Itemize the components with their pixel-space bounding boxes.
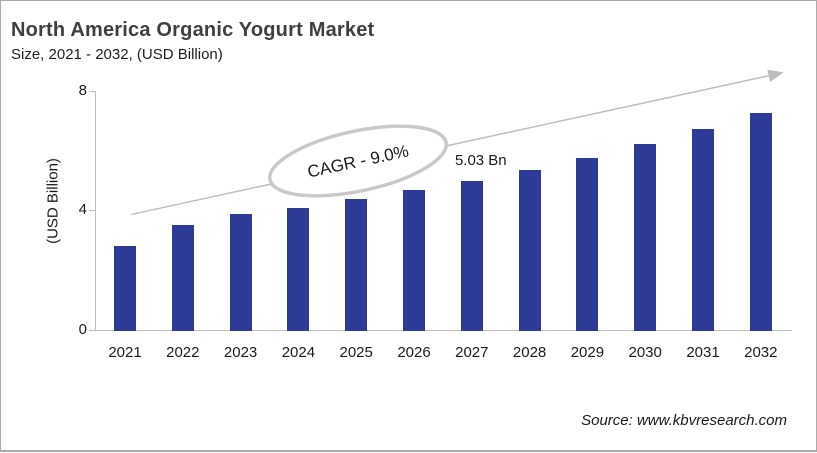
x-tick-label-2028: 2028 (512, 344, 547, 361)
x-tick-label-2029: 2029 (570, 344, 605, 361)
y-tick-mark-0 (89, 330, 95, 331)
y-tick-mark-8 (89, 90, 95, 92)
y-axis-line (95, 91, 96, 331)
bar-2023 (229, 214, 252, 331)
source-text: Source: www.kbvresearch.com (581, 412, 787, 429)
bar-2022 (171, 224, 194, 331)
value-label-2027: 5.03 Bn (454, 152, 507, 169)
x-tick-label-2023: 2023 (223, 344, 258, 361)
x-tick-label-2024: 2024 (281, 344, 316, 361)
bar-2031 (692, 129, 714, 331)
bar-2026 (403, 190, 425, 331)
cagr-label: CAGR - 9.0% (306, 141, 411, 181)
x-tick-label-2021: 2021 (108, 344, 142, 361)
y-tick-label-8: 8 (78, 81, 87, 99)
bar-2029 (576, 157, 599, 331)
x-tick-label-2032: 2032 (744, 344, 778, 361)
page-subtitle: Size, 2021 - 2032, (USD Billion) (11, 46, 223, 63)
y-tick-label-0: 0 (78, 321, 87, 338)
bar-2024 (287, 208, 310, 331)
y-tick-mark-4 (89, 210, 95, 212)
x-tick-label-2030: 2030 (628, 344, 662, 361)
bar-2030 (634, 144, 657, 331)
x-axis-line (95, 330, 792, 331)
bar-2032 (749, 112, 772, 331)
y-axis-title: (USD Billion) (44, 158, 62, 244)
bar-2021 (114, 245, 136, 331)
trend-arrow (130, 69, 784, 216)
x-tick-label-2025: 2025 (339, 344, 373, 361)
page-title: North America Organic Yogurt Market (11, 19, 375, 41)
bar-2025 (345, 199, 368, 331)
bar-2028 (518, 169, 541, 331)
x-tick-label-2031: 2031 (686, 344, 720, 361)
y-tick-label-4: 4 (78, 201, 87, 219)
x-tick-label-2022: 2022 (166, 344, 200, 361)
x-tick-label-2027: 2027 (455, 344, 489, 361)
x-tick-label-2026: 2026 (397, 344, 431, 361)
bar-2027 (460, 180, 483, 331)
